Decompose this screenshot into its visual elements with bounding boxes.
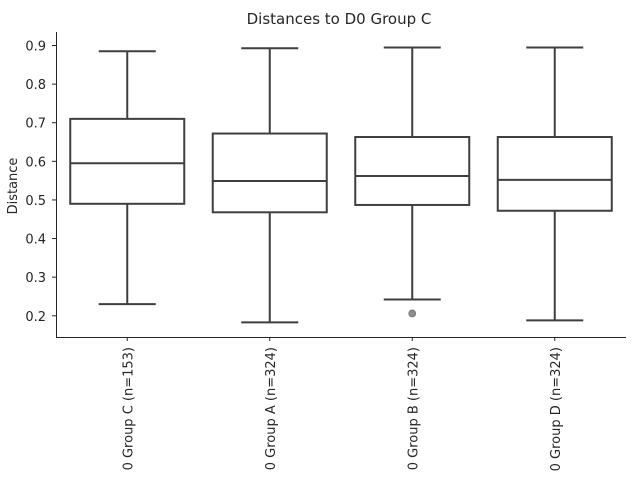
y-tick-label: 0.5 xyxy=(25,194,46,209)
y-tick-label: 0.7 xyxy=(25,117,46,132)
x-ticks: 0 Group C (n=153) 0 Group A (n=324) 0 Grou… xyxy=(121,337,564,471)
x-tick-label: 0 Group D (n=324) xyxy=(549,347,564,471)
y-tick-label: 0.3 xyxy=(25,271,46,286)
y-tick-label: 0.6 xyxy=(25,155,46,170)
box-3 xyxy=(354,46,471,318)
box-2 xyxy=(211,47,328,324)
x-tick-label: 0 Group B (n=324) xyxy=(406,347,421,470)
y-tick-label: 0.8 xyxy=(25,78,46,93)
box-1 xyxy=(69,50,186,306)
y-tick-label: 0.2 xyxy=(25,310,46,325)
boxes xyxy=(69,46,613,324)
x-tick-label: 0 Group C (n=153) xyxy=(121,347,136,470)
y-tick-label: 0.4 xyxy=(25,233,46,248)
iqr-box xyxy=(69,117,186,205)
box-4 xyxy=(496,46,613,322)
chart-title: Distances to D0 Group C xyxy=(247,10,432,28)
iqr-box xyxy=(354,136,471,206)
y-axis-label: Distance xyxy=(6,158,21,215)
x-tick-label: 0 Group A (n=324) xyxy=(264,347,279,470)
outlier-point xyxy=(408,309,417,318)
iqr-box xyxy=(211,132,328,214)
iqr-box xyxy=(496,136,613,212)
y-tick-label: 0.9 xyxy=(25,40,46,55)
y-ticks: 0.2 0.3 0.4 0.5 0.6 0.7 0.8 0.9 xyxy=(25,40,56,325)
